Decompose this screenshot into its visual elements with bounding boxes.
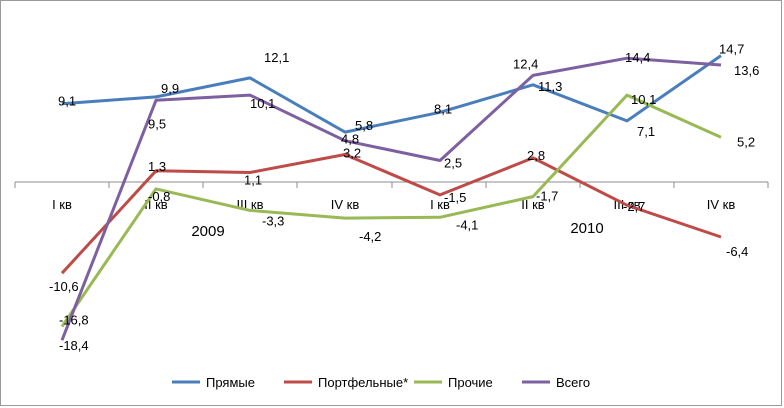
data-label: 5,2 (737, 134, 755, 149)
year-label-2010: 2010 (570, 220, 603, 237)
data-label: -16,8 (59, 312, 89, 327)
year-label-2009: 2009 (191, 223, 224, 240)
x-tick-label-4: I кв (430, 197, 450, 212)
data-label: 1,1 (244, 173, 262, 188)
data-label: 8,1 (434, 101, 452, 116)
data-label: -1,5 (444, 190, 466, 205)
legend-label-0: Прямые (206, 375, 255, 390)
series-line-1 (60, 153, 722, 275)
x-tick-label-0: I кв (52, 197, 72, 212)
data-label: 2,5 (444, 156, 462, 171)
data-label: -18,4 (59, 338, 89, 353)
x-tick-label-1: II кв (144, 197, 168, 212)
data-label: 13,6 (734, 63, 759, 78)
data-label: -10,6 (49, 279, 79, 294)
data-label: 11,3 (538, 79, 562, 94)
data-label: -6,4 (726, 244, 748, 259)
x-tick-label-7: IV кв (707, 197, 736, 212)
data-label: 14,4 (625, 50, 650, 65)
data-label: 12,1 (264, 50, 289, 65)
data-label: 10,1 (631, 92, 656, 107)
lines-layer (60, 54, 722, 341)
data-label: -0,8 (148, 189, 170, 204)
legend-label-2: Прочие (448, 375, 493, 390)
data-label: 9,5 (148, 116, 166, 131)
data-label: -4,1 (456, 217, 478, 232)
data-label: 5,8 (355, 118, 373, 133)
legend-label-3: Всего (556, 375, 590, 390)
data-label: 2,8 (527, 148, 545, 163)
data-label: 7,1 (637, 124, 655, 139)
data-label: -4,2 (359, 229, 381, 244)
legend: Прямые Портфельные* Прочие Всего (172, 375, 590, 390)
series-line-3 (60, 56, 722, 341)
legend-label-1: Портфельные* (318, 375, 408, 390)
data-label: 14,7 (719, 42, 744, 57)
data-label: 9,9 (161, 81, 179, 96)
data-label: -3,3 (262, 213, 284, 228)
data-label: 3,2 (343, 145, 361, 160)
x-tick-label-5: II кв (521, 197, 545, 212)
data-label: 4,8 (341, 132, 359, 147)
x-tick-label-3: IV кв (331, 197, 360, 212)
series-line-2 (60, 93, 722, 328)
series-line-0 (61, 54, 722, 134)
data-label: -1,7 (536, 189, 558, 204)
data-label: 10,1 (250, 96, 275, 111)
data-labels-layer: 9,1 9,9 12,1 5,8 8,1 11,3 7,1 14,7 -10,6 1,3 1,1 3,… (49, 42, 759, 354)
data-label: 1,3 (148, 159, 166, 174)
data-label: 9,1 (58, 94, 76, 109)
data-label: -2,7 (623, 199, 645, 214)
data-label: 12,4 (513, 56, 538, 71)
